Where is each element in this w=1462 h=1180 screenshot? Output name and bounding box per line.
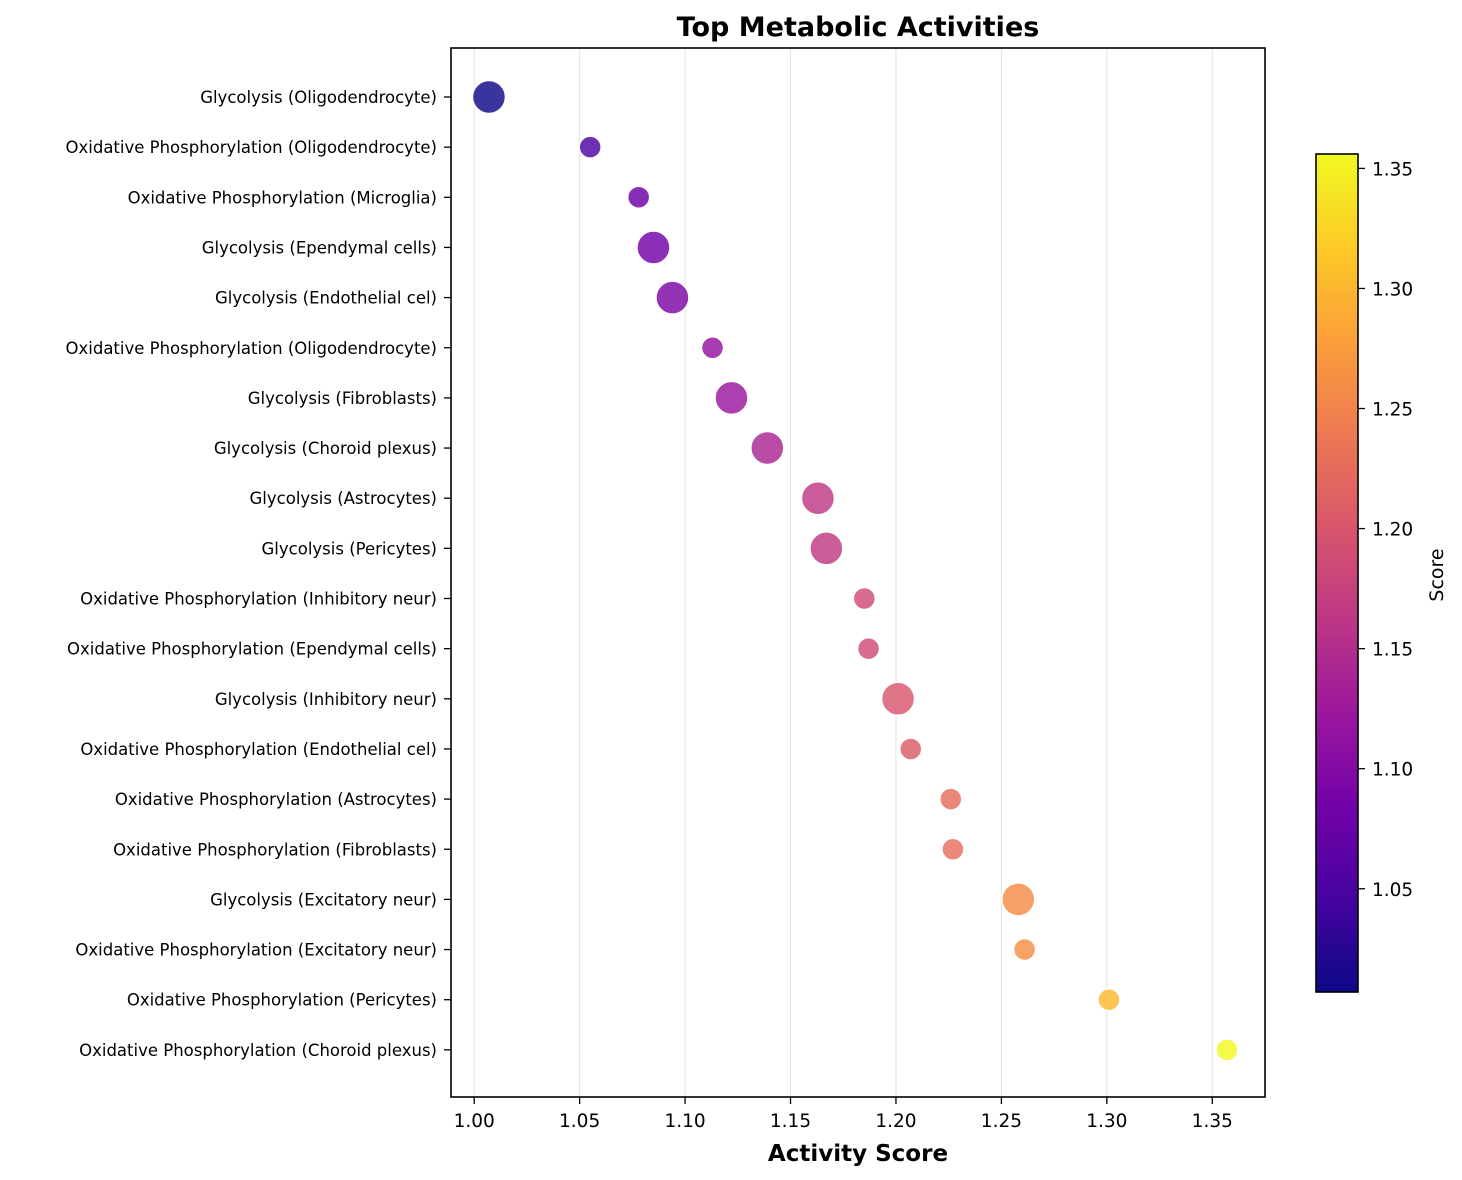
y-tick-label: Oxidative Phosphorylation (Excitatory ne…: [75, 941, 437, 960]
x-tick-label: 1.05: [559, 1111, 600, 1132]
x-tick-label: 1.35: [1192, 1111, 1233, 1132]
y-tick-label: Glycolysis (Ependymal cells): [202, 238, 437, 257]
y-tick-label: Glycolysis (Excitatory neur): [210, 890, 437, 909]
data-point: [750, 430, 785, 466]
x-tick-label: 1.15: [770, 1111, 811, 1132]
y-tick-label: Oxidative Phosphorylation (Inhibitory ne…: [80, 590, 437, 609]
colorbar-tick-label: 1.10: [1372, 760, 1413, 781]
y-tick-label: Oxidative Phosphorylation (Endothelial c…: [80, 740, 437, 759]
colorbar: [1315, 153, 1359, 993]
data-point: [1001, 882, 1036, 917]
y-tick-label: Oxidative Phosphorylation (Pericytes): [127, 991, 437, 1010]
y-tick-label: Glycolysis (Fibroblasts): [248, 389, 437, 408]
y-tick-label: Oxidative Phosphorylation (Oligodendrocy…: [66, 339, 437, 358]
y-tick-label: Oxidative Phosphorylation (Choroid plexu…: [79, 1041, 437, 1060]
x-tick-label: 1.00: [454, 1111, 495, 1132]
data-point: [800, 480, 836, 516]
y-tick-label: Oxidative Phosphorylation (Ependymal cel…: [67, 640, 437, 659]
data-point: [856, 636, 881, 661]
data-point: [655, 280, 690, 315]
x-axis-label: Activity Score: [768, 1141, 948, 1167]
data-point: [636, 230, 671, 265]
y-tick-label: Glycolysis (Oligodendrocyte): [200, 88, 437, 107]
data-point: [700, 336, 725, 360]
x-axis-ticks: 1.00 1.05 1.10 1.15 1.20 1.25 1.30 1.35: [454, 1097, 1233, 1132]
data-point: [898, 737, 923, 761]
y-tick-label: Oxidative Phosphorylation (Astrocytes): [115, 790, 437, 809]
data-point: [714, 380, 749, 416]
data-points: [471, 79, 1239, 1062]
y-tick-label: Glycolysis (Astrocytes): [250, 489, 437, 508]
colorbar-tick-label: 1.30: [1372, 279, 1413, 300]
colorbar-tick-label: 1.25: [1372, 400, 1413, 421]
colorbar-tick-label: 1.20: [1372, 520, 1413, 541]
data-point: [1215, 1038, 1239, 1062]
data-point: [578, 135, 602, 159]
y-axis-ticks: Glycolysis (Oligodendrocyte) Oxidative Ph…: [66, 88, 451, 1060]
y-tick-label: Glycolysis (Choroid plexus): [214, 439, 437, 458]
data-point: [852, 586, 877, 611]
y-tick-label: Glycolysis (Pericytes): [262, 539, 437, 558]
colorbar-tick-label: 1.35: [1372, 159, 1413, 180]
colorbar-tick-label: 1.05: [1372, 880, 1413, 901]
grid-lines: [473, 48, 1213, 1097]
x-tick-label: 1.10: [664, 1111, 705, 1132]
chart-title: Top Metabolic Activities: [677, 12, 1040, 43]
y-tick-label: Oxidative Phosphorylation (Oligodendrocy…: [66, 138, 437, 157]
data-point: [941, 837, 965, 861]
x-tick-label: 1.30: [1086, 1111, 1127, 1132]
data-point: [1097, 987, 1121, 1012]
x-tick-label: 1.25: [981, 1111, 1022, 1132]
y-tick-label: Oxidative Phosphorylation (Microglia): [128, 188, 437, 207]
colorbar-label: Score: [1426, 548, 1448, 601]
plot-frame: [450, 47, 1266, 1098]
data-point: [880, 681, 916, 717]
y-tick-label: Oxidative Phosphorylation (Fibroblasts): [113, 840, 437, 859]
data-point: [471, 79, 507, 115]
y-tick-label: Glycolysis (Inhibitory neur): [215, 690, 437, 709]
data-point: [1012, 937, 1037, 962]
data-point: [809, 531, 844, 566]
data-point: [939, 787, 963, 811]
colorbar-ticks: 1.05 1.10 1.15 1.20 1.25 1.30 1.35: [1358, 159, 1413, 901]
y-tick-label: Glycolysis (Endothelial cel): [215, 289, 437, 308]
colorbar-tick-label: 1.15: [1372, 640, 1413, 661]
data-point: [626, 185, 651, 210]
x-tick-label: 1.20: [875, 1111, 916, 1132]
